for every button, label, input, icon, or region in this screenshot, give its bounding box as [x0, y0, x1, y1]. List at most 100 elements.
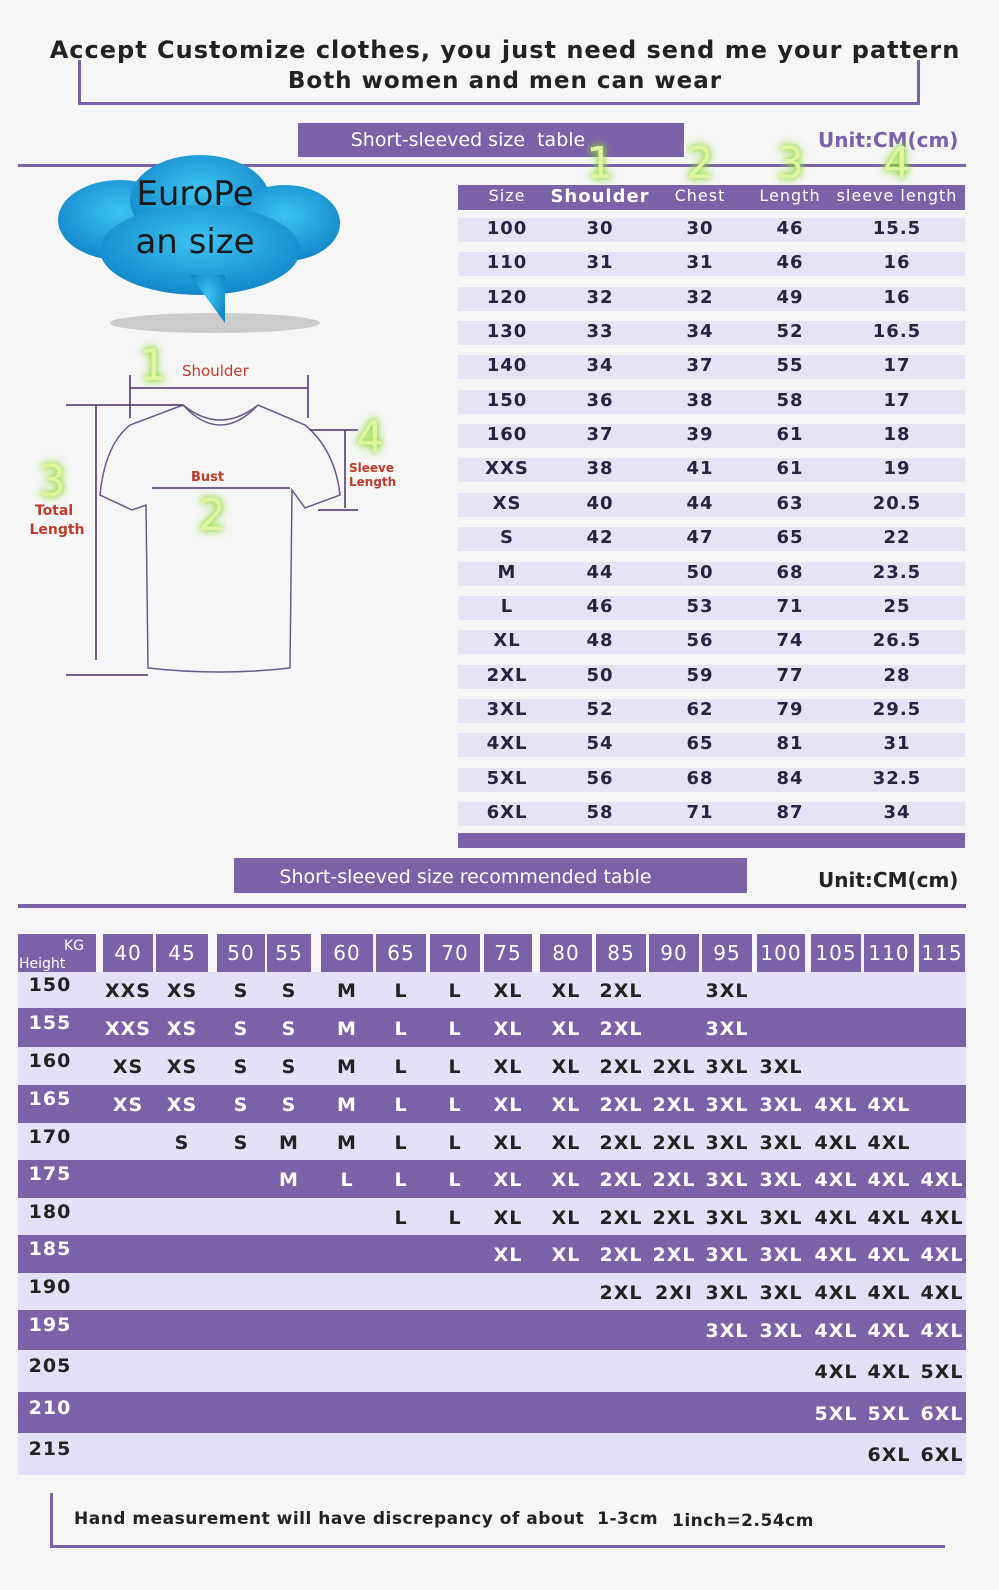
- size-cell: L: [394, 1169, 408, 1191]
- size-cell: 6XL: [920, 1444, 964, 1466]
- row-band: [458, 561, 965, 586]
- size-cell: 2XL: [599, 1244, 643, 1266]
- row-band: [458, 595, 965, 620]
- size-cell: XXS: [105, 980, 151, 1002]
- size-cell: 4XL: [920, 1169, 964, 1191]
- cell: XL: [493, 630, 521, 652]
- size-cell: 5XL: [814, 1402, 858, 1425]
- size-cell: XL: [551, 1244, 581, 1266]
- size-cell: 4XL: [867, 1169, 911, 1191]
- cell: 46: [776, 218, 804, 239]
- cell: 16: [883, 286, 911, 308]
- kg-header: [376, 934, 426, 972]
- size-cell: XL: [551, 1094, 581, 1116]
- cell: L: [500, 595, 514, 617]
- height-label: 190: [28, 1275, 72, 1298]
- size-cell: L: [394, 1056, 408, 1078]
- kg-header: [811, 934, 861, 972]
- kg-label: 40: [114, 941, 142, 965]
- kg-header: [596, 934, 646, 972]
- row-band: [458, 424, 965, 449]
- cell: 4XL: [486, 733, 528, 755]
- kg-header: [540, 934, 592, 972]
- size-cell: 4XL: [814, 1206, 858, 1229]
- size-cell: 2XL: [599, 1094, 643, 1116]
- size-cell: S: [174, 1131, 190, 1154]
- size-cell: S: [281, 1094, 297, 1116]
- cell: 63: [776, 492, 804, 514]
- footer-note: Hand measurement will have discrepancy o…: [74, 1509, 659, 1529]
- cell: XS: [492, 492, 522, 514]
- size-cell: M: [337, 1131, 357, 1154]
- corner: [18, 934, 96, 972]
- column-header: Size: [488, 186, 526, 205]
- cell: 30: [586, 218, 614, 239]
- row-band: [18, 1160, 966, 1198]
- height-label: 205: [28, 1355, 72, 1377]
- row-band: [18, 1350, 966, 1392]
- size-cell: 4XL: [814, 1131, 858, 1154]
- size-cell: 2XL: [599, 1131, 643, 1154]
- size-cell: L: [448, 1094, 462, 1116]
- size-cell: 2XL: [652, 1206, 696, 1229]
- cell: 19: [883, 458, 911, 480]
- size-cell: 4XL: [814, 1169, 858, 1191]
- size-cell: L: [448, 1206, 462, 1229]
- size-cell: 3XL: [759, 1320, 803, 1342]
- size-cell: M: [337, 1056, 357, 1078]
- size-cell: XL: [551, 1169, 581, 1191]
- size-cell: 4XL: [920, 1320, 964, 1342]
- size-cell: 6XL: [920, 1402, 964, 1425]
- cloud: EuroPe an size: [58, 155, 340, 333]
- row-band: [18, 1047, 966, 1085]
- length-label2: Length: [29, 522, 85, 538]
- cell: 46: [586, 595, 614, 617]
- row-band: [458, 218, 965, 242]
- cell: 65: [686, 733, 714, 755]
- unit: Unit:CM(cm): [818, 128, 959, 152]
- kg-label: 115: [921, 941, 963, 965]
- cell: 50: [586, 664, 614, 686]
- cell: 44: [586, 561, 614, 583]
- cell: 65: [776, 527, 804, 549]
- cell: 31: [686, 252, 714, 274]
- kg-label: 110: [868, 941, 910, 965]
- size-cell: S: [233, 1094, 249, 1116]
- cell: 68: [776, 561, 804, 583]
- cell: 16: [883, 252, 911, 274]
- row-band: [18, 1198, 966, 1235]
- cell: 40: [586, 492, 614, 514]
- size-cell: S: [233, 1017, 249, 1040]
- size-cell: 4XL: [920, 1206, 964, 1229]
- row-band: [18, 1235, 966, 1273]
- height-label: 165: [28, 1088, 72, 1110]
- size-cell: 4XL: [867, 1320, 911, 1342]
- row-band: [18, 1392, 966, 1433]
- cell: 81: [776, 733, 804, 755]
- size-title: Short-sleeved size table: [350, 129, 586, 151]
- size-cell: 4XL: [867, 1206, 911, 1229]
- size-cell: 2XL: [599, 1056, 643, 1078]
- cell: 23.5: [872, 561, 922, 583]
- kg-label: 95: [713, 941, 741, 965]
- size-cell: XL: [493, 1131, 523, 1154]
- kg-label: 85: [607, 941, 635, 965]
- cell: 50: [686, 561, 714, 583]
- size-cell: M: [279, 1169, 299, 1191]
- cell: 87: [776, 801, 804, 823]
- kg-label: 90: [660, 941, 688, 965]
- size-cell: 3XL: [759, 1131, 803, 1154]
- size-cell: 2XL: [599, 980, 643, 1002]
- cell: 39: [686, 424, 714, 446]
- divider: [18, 904, 966, 908]
- kg-label: 80: [552, 941, 580, 965]
- size-cell: 3XL: [705, 1094, 749, 1116]
- cell: 18: [883, 424, 911, 446]
- kg-label: 105: [815, 941, 857, 965]
- size-cell: 4XL: [814, 1320, 858, 1342]
- cell: 77: [776, 664, 804, 686]
- cell: 17: [883, 355, 911, 377]
- row-band: [458, 458, 965, 483]
- cell: 33: [586, 321, 614, 343]
